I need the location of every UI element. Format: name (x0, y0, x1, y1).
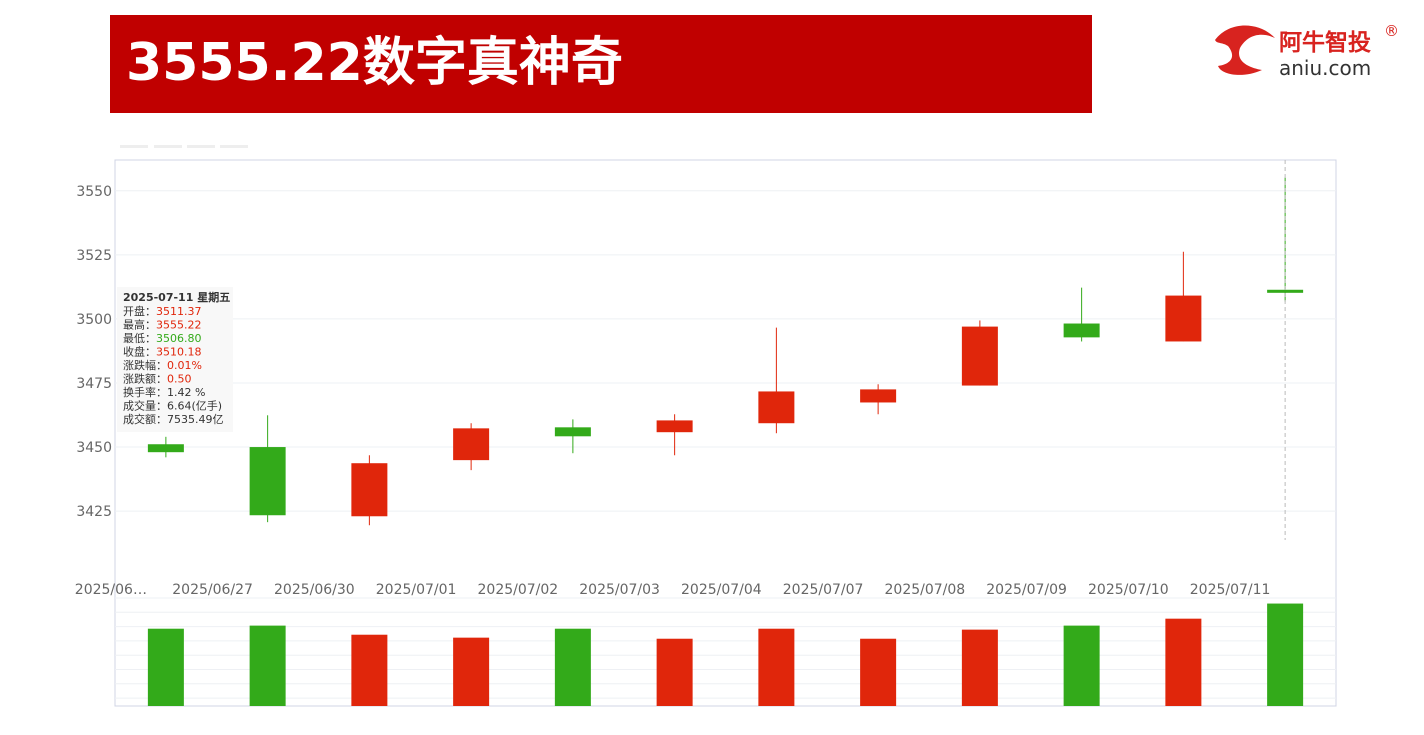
tooltip-label: 成交额： (123, 412, 167, 426)
candle-body (1165, 295, 1202, 342)
x-tick-label: 2025/07/10 (1088, 582, 1169, 598)
tooltip-row: 收盘：3510.18 (123, 345, 202, 359)
volume-bar (554, 628, 591, 706)
x-tick-label: 2025/07/02 (478, 582, 559, 598)
candle-body (961, 326, 998, 386)
tooltip: 2025-07-11 星期五开盘：3511.37最高：3555.22最低：350… (117, 287, 233, 432)
x-tick-label: 2025/07/09 (986, 582, 1067, 598)
tooltip-row: 涨跌幅：0.01% (123, 358, 202, 372)
volume-bar (860, 638, 897, 706)
page-title: 3555.22数字真神奇 (126, 33, 623, 93)
candle-body (351, 463, 388, 517)
x-tick-label: 2025/07/08 (885, 582, 966, 598)
candle-body (1063, 323, 1100, 338)
candle-body (758, 391, 795, 424)
legend-placeholder (120, 145, 248, 148)
tooltip-row: 最低：3506.80 (123, 332, 202, 345)
x-tick-label: 2025/06/30 (274, 582, 355, 598)
volume-bar (961, 629, 998, 706)
tooltip-box (117, 287, 233, 432)
candle-body (656, 420, 693, 433)
chart-frame (114, 159, 1337, 707)
y-tick-label: 3525 (76, 248, 112, 264)
volume-bar (758, 628, 795, 706)
tooltip-label: 开盘： (123, 304, 156, 318)
logo-name: 阿牛智投 (1279, 29, 1371, 56)
x-tick-label: 2025/07/04 (681, 582, 762, 598)
tooltip-value: 6.64(亿手) (167, 399, 222, 413)
tooltip-value: 3510.18 (156, 346, 202, 359)
x-tick-label: 2025/07/03 (579, 582, 660, 598)
tooltip-label: 成交量： (123, 399, 167, 413)
tooltip-row: 成交额：7535.49亿 (123, 412, 224, 426)
candle-body (860, 389, 897, 403)
tooltip-row: 开盘：3511.37 (123, 304, 202, 318)
volume-bar (147, 628, 184, 706)
tooltip-value: 3555.22 (156, 319, 202, 332)
x-tick-label: 2025/07/07 (783, 582, 864, 598)
candle-body (249, 447, 286, 516)
title-banner (110, 15, 1092, 113)
x-tick-label: 2025/07/01 (376, 582, 457, 598)
tooltip-row: 涨跌额：0.50 (123, 372, 192, 386)
volume-bar (1063, 625, 1100, 706)
volume-bar (351, 634, 388, 706)
tooltip-value: 0.01% (167, 359, 202, 372)
logo-icon (1215, 25, 1275, 75)
candle-body (554, 427, 591, 437)
volume-bar (1165, 618, 1202, 706)
tooltip-value: 3506.80 (156, 332, 202, 345)
tooltip-label: 换手率： (123, 385, 167, 399)
tooltip-value: 0.50 (167, 373, 192, 386)
tooltip-row: 最高：3555.22 (123, 318, 202, 332)
volume-bar (249, 625, 286, 706)
tooltip-title: 2025-07-11 星期五 (123, 290, 230, 304)
y-tick-label: 3550 (76, 184, 112, 200)
tooltip-value: 7535.49亿 (167, 413, 224, 426)
tooltip-value: 1.42 % (167, 386, 205, 399)
tooltip-label: 涨跌额： (123, 372, 167, 386)
volume-bar (453, 637, 490, 706)
tooltip-label: 最高： (123, 318, 156, 332)
tooltip-label: 最低： (123, 332, 156, 345)
y-tick-label: 3450 (76, 440, 112, 456)
tooltip-label: 收盘： (123, 345, 156, 359)
candle-body (1267, 289, 1304, 293)
tooltip-value: 3511.37 (156, 305, 202, 318)
x-tick-label: 2025/06… (75, 582, 147, 598)
candle-body (453, 428, 490, 461)
volume-bar (1267, 603, 1304, 706)
logo-url: aniu.com (1279, 56, 1371, 80)
x-tick-label: 2025/07/11 (1190, 582, 1271, 598)
logo-mark: ® (1384, 22, 1399, 40)
candle-body (147, 444, 184, 453)
x-tick-label: 2025/06/27 (172, 582, 253, 598)
volume-bar (656, 638, 693, 706)
tooltip-row: 成交量：6.64(亿手) (123, 399, 222, 413)
tooltip-label: 涨跌幅： (123, 358, 167, 372)
y-tick-label: 3475 (76, 376, 112, 392)
tooltip-row: 换手率：1.42 % (123, 385, 205, 399)
y-tick-label: 3500 (76, 312, 112, 328)
y-tick-label: 3425 (76, 504, 112, 520)
